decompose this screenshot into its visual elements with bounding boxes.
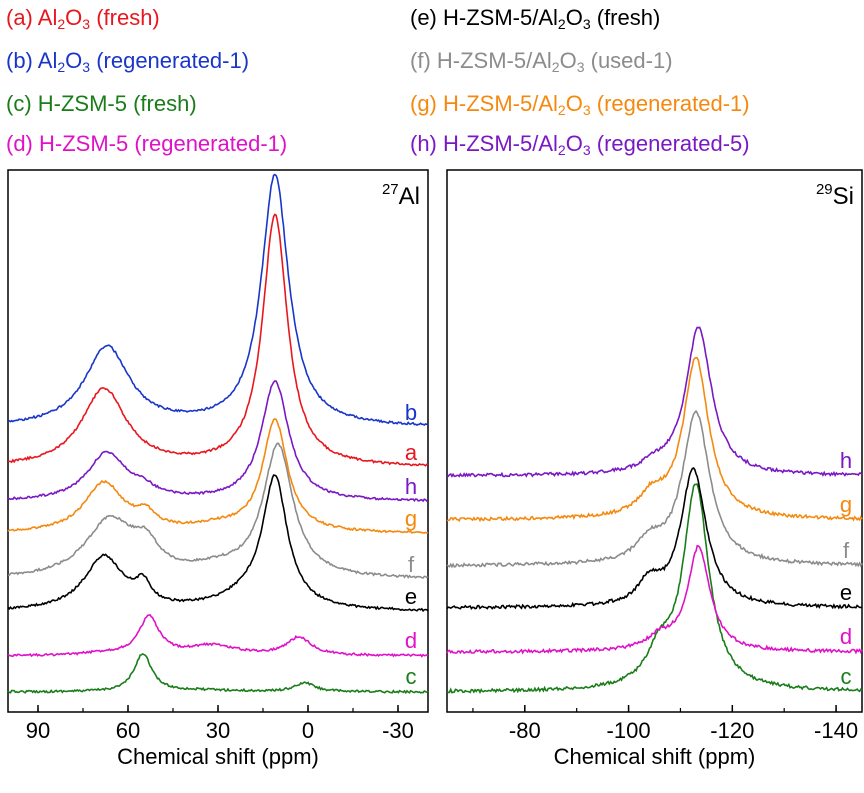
series-line-b — [7, 173, 429, 427]
nucleus-symbol: Al — [399, 183, 420, 210]
nucleus-mass: 29 — [816, 181, 833, 198]
series-label-g: g — [840, 492, 852, 517]
nucleus-symbol: Si — [833, 183, 854, 210]
x-tick-label: -80 — [509, 718, 541, 743]
series-label-c: c — [841, 664, 852, 689]
x-tick-label: -120 — [710, 718, 754, 743]
legend-entry-a: (a) Al2O3 (fresh) — [6, 5, 160, 32]
series-line-a — [7, 213, 429, 467]
x-tick-label: 30 — [206, 718, 230, 743]
series-label-e: e — [405, 584, 417, 609]
x-tick-label: -140 — [814, 718, 858, 743]
legend-entry-b: (b) Al2O3 (regenerated-1) — [6, 48, 250, 75]
nucleus-mass: 27 — [382, 181, 399, 198]
nucleus-label: 29Si — [816, 181, 854, 210]
legend-entry-g: (g) H-ZSM-5/Al2O3 (regenerated-1) — [410, 91, 750, 118]
series-label-h: h — [405, 474, 417, 499]
series-label-d: d — [405, 628, 417, 653]
x-axis-label: Chemical shift (ppm) — [117, 744, 319, 769]
series-line-d — [446, 544, 863, 655]
x-tick-label: 0 — [302, 718, 314, 743]
series-line-f — [446, 409, 863, 569]
series-label-g: g — [405, 506, 417, 531]
series-line-c — [446, 483, 863, 695]
series-label-d: d — [840, 624, 852, 649]
x-axis-label: Chemical shift (ppm) — [554, 744, 756, 769]
series-line-g — [7, 418, 429, 534]
series-label-b: b — [405, 400, 417, 425]
series-line-e — [446, 467, 863, 611]
series-line-c — [7, 652, 429, 695]
series-label-h: h — [840, 448, 852, 473]
x-tick-label: -30 — [382, 718, 414, 743]
series-line-d — [7, 613, 429, 658]
plot-frame — [446, 169, 863, 713]
legend-entry-d: (d) H-ZSM-5 (regenerated-1) — [6, 131, 288, 156]
legend-entry-h: (h) H-ZSM-5/Al2O3 (regenerated-5) — [410, 131, 750, 158]
x-tick-label: 90 — [26, 718, 50, 743]
series-line-e — [7, 474, 429, 613]
legend: (a) Al2O3 (fresh) (b) Al2O3 (regenerated… — [0, 0, 864, 170]
series-line-h — [7, 380, 428, 503]
series-label-c: c — [406, 664, 417, 689]
series-label-f: f — [843, 538, 850, 563]
series-label-e: e — [840, 580, 852, 605]
legend-entry-c: (c) H-ZSM-5 (fresh) — [6, 91, 197, 116]
legend-entry-e: (e) H-ZSM-5/Al2O3 (fresh) — [410, 5, 661, 32]
series-line-f — [7, 442, 429, 579]
legend-entry-f: (f) H-ZSM-5/Al2O3 (used-1) — [410, 48, 673, 75]
x-tick-label: -100 — [607, 718, 651, 743]
series-label-a: a — [405, 440, 418, 465]
plot-frame — [7, 169, 429, 713]
series-line-g — [446, 356, 863, 523]
series-label-f: f — [408, 552, 415, 577]
series-line-h — [446, 326, 863, 478]
x-tick-label: 60 — [116, 718, 140, 743]
nucleus-label: 27Al — [382, 181, 420, 210]
